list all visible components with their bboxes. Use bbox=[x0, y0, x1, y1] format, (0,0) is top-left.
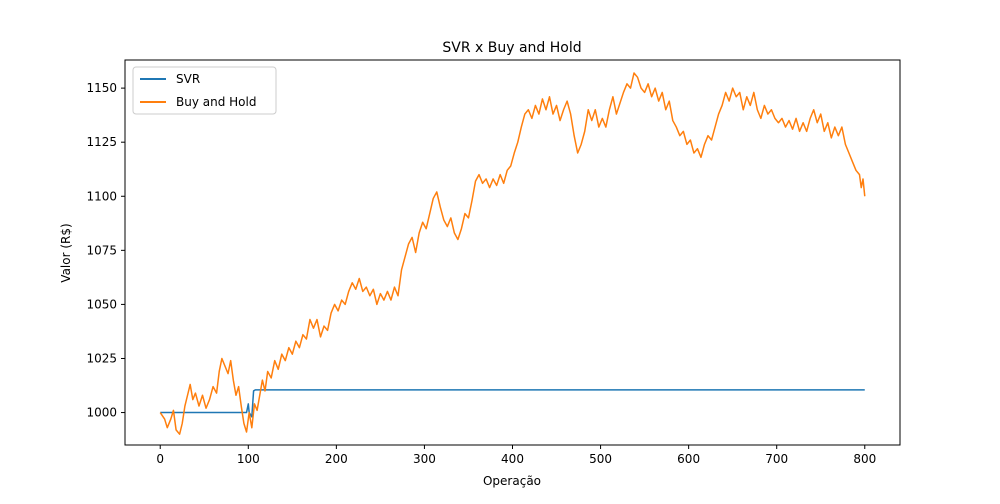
y-tick-label: 1000 bbox=[86, 406, 117, 420]
x-tick-label: 500 bbox=[589, 452, 612, 466]
series-line-svr bbox=[160, 389, 865, 418]
legend-box bbox=[132, 66, 277, 115]
y-tick-label: 1050 bbox=[86, 297, 117, 311]
x-axis: 0 100 200 300 400 500 600 700 800 bbox=[156, 445, 876, 466]
y-tick-label: 1125 bbox=[86, 135, 117, 149]
x-tick-label: 100 bbox=[237, 452, 260, 466]
x-tick-label: 0 bbox=[156, 452, 164, 466]
legend-label: Buy and Hold bbox=[176, 95, 256, 109]
y-tick-label: 1075 bbox=[86, 243, 117, 257]
x-tick-label: 700 bbox=[765, 452, 788, 466]
y-tick-label: 1025 bbox=[86, 351, 117, 365]
y-tick-label: 1150 bbox=[86, 81, 117, 95]
x-tick-label: 800 bbox=[853, 452, 876, 466]
legend-label: SVR bbox=[176, 72, 200, 86]
y-axis: 1000 1025 1050 1075 1100 1125 1150 bbox=[86, 81, 125, 420]
y-tick-label: 1100 bbox=[86, 189, 117, 203]
y-axis-label: Valor (R$) bbox=[59, 223, 73, 282]
x-tick-label: 300 bbox=[413, 452, 436, 466]
x-tick-label: 600 bbox=[677, 452, 700, 466]
legend: SVR Buy and Hold bbox=[132, 66, 277, 115]
x-axis-label: Operação bbox=[483, 474, 541, 488]
x-tick-label: 400 bbox=[501, 452, 524, 466]
x-tick-label: 200 bbox=[325, 452, 348, 466]
chart-title: SVR x Buy and Hold bbox=[442, 40, 581, 56]
series-line-buy-and-hold bbox=[159, 72, 866, 435]
